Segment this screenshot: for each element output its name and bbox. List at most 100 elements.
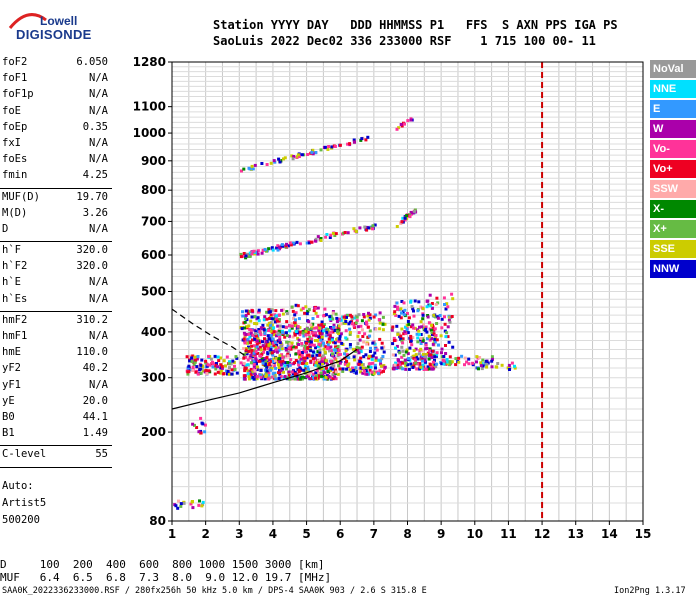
echo-point [314,346,318,350]
echo-point [291,309,295,313]
echo-point [323,350,327,354]
echo-point [257,319,261,323]
echo-point [319,364,323,368]
echo-point [227,362,231,366]
echo-point [285,334,289,337]
echo-point [356,325,360,329]
echo-point [293,313,297,317]
echo-point [269,321,273,325]
echo-point [421,337,425,341]
echo-point [325,330,329,334]
echo-point [311,375,315,379]
echo-point [206,363,210,367]
echo-point [354,349,358,353]
auto-code: 500200 [2,514,40,526]
echo-point [250,348,254,352]
echo-point [255,322,259,326]
echo-point [242,252,246,255]
echo-point [347,362,351,366]
echo-point [329,359,333,363]
echo-point [362,315,366,319]
echo-point [243,326,246,330]
echo-point [333,375,337,379]
echo-point [267,371,271,375]
echo-point [244,367,248,371]
echo-point [253,372,257,376]
echo-point [445,358,449,361]
echo-point [263,357,267,361]
echo-point [254,330,258,334]
echo-point [307,320,311,324]
echo-point [246,369,250,373]
x-tick-label: 11 [500,527,517,541]
param-key: foEs [2,153,28,166]
echo-point [271,337,275,341]
echo-point [285,340,289,344]
echo-point [471,361,475,365]
echo-point [218,369,222,373]
y-tick-label: 1280 [133,55,166,69]
echo-point [352,369,356,372]
echo-point [373,223,377,227]
echo-point [275,317,278,321]
echo-point [294,323,298,327]
echo-point [186,372,190,376]
param-value: 19.70 [76,190,108,203]
echo-point [188,368,192,372]
echo-point [218,371,222,375]
echo-point [378,337,382,341]
echo-point [304,305,308,309]
param-value: 6.050 [76,56,108,68]
echo-point [352,324,356,328]
echo-point [279,375,283,379]
echo-point [398,351,402,355]
echo-point [422,367,426,371]
echo-point [263,347,267,351]
echo-point [434,315,438,319]
param-value: N/A [89,222,108,235]
param-row: B1 1.49 [0,427,168,443]
echo-point [248,356,252,360]
echo-point [305,375,309,379]
echo-point [296,324,300,328]
echo-point [434,365,438,368]
echo-point [318,353,322,357]
echo-point [403,358,407,362]
echo-point [242,337,246,341]
echo-point [249,328,253,332]
echo-point [326,369,330,373]
echo-point [408,215,412,219]
param-row: foF1 N/A [0,72,168,88]
echo-point [431,325,435,329]
echo-point [281,331,285,335]
echo-point [380,370,383,374]
echo-point [253,369,257,373]
echo-point [290,341,294,345]
param-key: hmF2 [2,313,28,326]
echo-point [428,347,432,351]
separator [0,310,112,312]
echo-point [446,325,450,329]
echo-point [319,237,323,240]
echo-point [330,327,334,331]
echo-point [315,374,318,378]
echo-point [411,211,415,215]
echo-point [297,317,301,321]
param-row: foF2 6.050 [0,56,168,72]
echo-point [399,366,403,370]
echo-point [294,303,298,307]
echo-point [259,333,263,337]
echo-point [314,334,318,338]
echo-point [416,357,420,361]
echo-point [396,307,399,311]
echo-point [254,355,257,359]
echo-point [277,377,281,380]
echo-point [339,318,343,322]
echo-point [298,360,302,364]
echo-point [250,164,254,168]
echo-point [310,150,314,154]
echo-point [259,339,262,343]
x-tick-label: 2 [201,527,209,541]
echo-point [244,254,248,258]
echo-point [328,334,332,338]
